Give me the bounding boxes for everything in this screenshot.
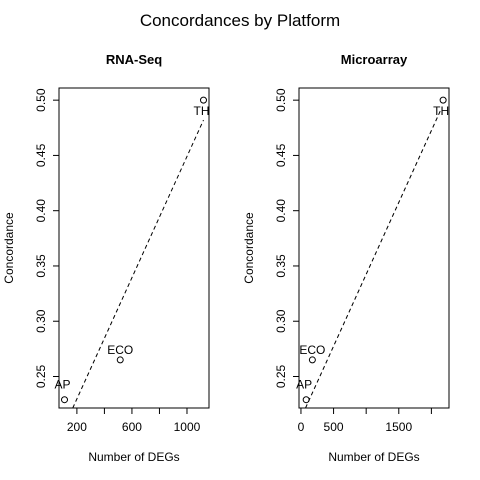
panel-title: RNA-Seq	[106, 52, 162, 67]
figure-title: Concordances by Platform	[140, 11, 340, 30]
point-label: ECO	[299, 343, 325, 357]
x-tick-label: 1000	[174, 420, 201, 434]
x-tick-label: 500	[324, 420, 344, 434]
plot-frame	[298, 87, 450, 409]
y-tick-label: 0.30	[34, 309, 48, 333]
plot-frame	[58, 87, 210, 409]
y-tick-label: 0.35	[274, 254, 288, 278]
y-tick-label: 0.30	[274, 309, 288, 333]
point-label: TH	[433, 104, 449, 118]
fit-line	[72, 119, 204, 409]
data-point	[302, 396, 310, 404]
point-label: ECO	[107, 343, 133, 357]
panel-microarray: Microarray 0 500 1500 0.25 0.30 0.35 0.40 0.45 0.…	[242, 52, 450, 464]
point-label: TH	[193, 104, 209, 118]
fit-line	[305, 108, 442, 409]
y-tick-label: 0.40	[34, 199, 48, 223]
y-axis-label: Concordance	[242, 212, 256, 284]
data-point	[308, 356, 316, 364]
data-point	[199, 96, 207, 104]
y-tick-label: 0.40	[274, 199, 288, 223]
point-label: AP	[296, 378, 312, 392]
x-tick-label: 200	[67, 420, 87, 434]
y-tick-label: 0.35	[34, 254, 48, 278]
x-axis-label: Number of DEGs	[88, 450, 179, 464]
x-tick-label: 0	[298, 420, 305, 434]
y-tick-label: 0.50	[274, 88, 288, 112]
data-point	[61, 396, 69, 404]
y-tick-label: 0.45	[34, 143, 48, 167]
y-tick-label: 0.25	[274, 364, 288, 388]
y-axis-label: Concordance	[2, 212, 16, 284]
y-tick-label: 0.50	[34, 88, 48, 112]
x-tick-label: 1500	[385, 420, 412, 434]
data-point	[439, 96, 447, 104]
panel-title: Microarray	[341, 52, 408, 67]
y-tick-label: 0.25	[34, 364, 48, 388]
x-tick-label: 600	[122, 420, 142, 434]
x-axis-label: Number of DEGs	[328, 450, 419, 464]
data-point	[116, 356, 124, 364]
point-label: AP	[54, 378, 70, 392]
panel-rna-seq: RNA-Seq 200 600 1000 0.25 0.30 0.35 0.40 0.45 0.5…	[2, 52, 210, 464]
y-tick-label: 0.45	[274, 143, 288, 167]
